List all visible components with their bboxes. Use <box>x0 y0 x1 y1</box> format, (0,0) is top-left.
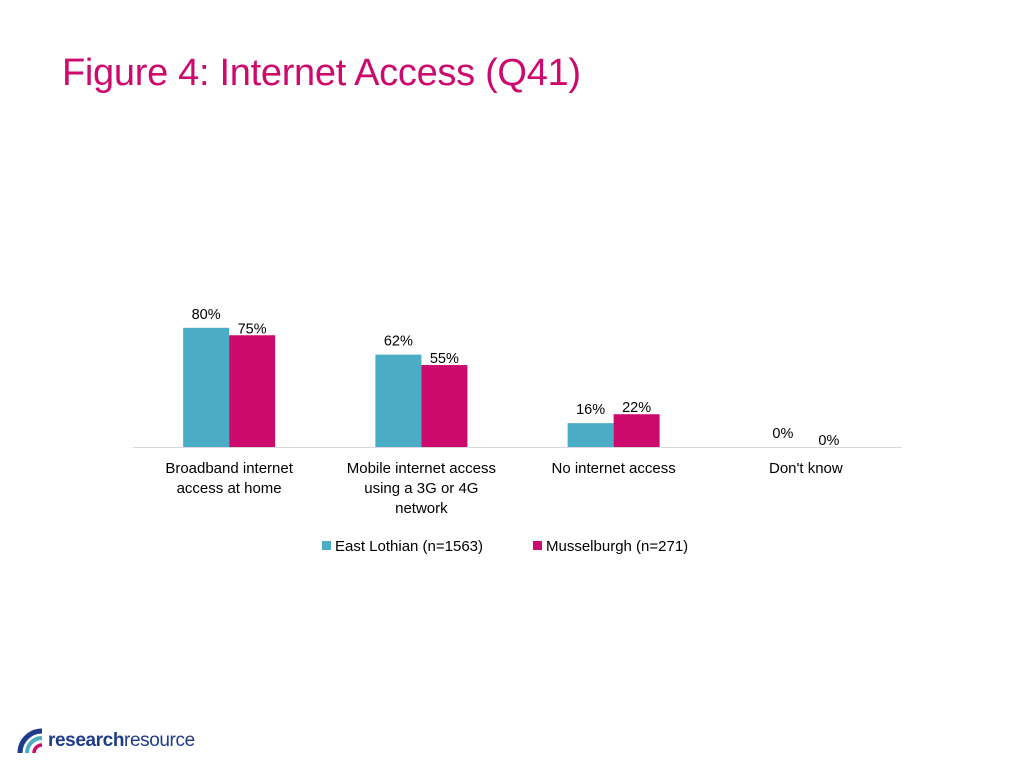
research-resource-logo: researchresource <box>16 722 195 758</box>
page-title: Figure 4: Internet Access (Q41) <box>62 52 581 94</box>
data-label: 0% <box>772 426 793 442</box>
category-label: network <box>395 500 448 517</box>
logo-text-resource: resource <box>124 729 195 751</box>
bar-east-lothian-1 <box>375 354 422 447</box>
data-label: 55% <box>430 351 459 367</box>
category-label: using a 3G or 4G <box>364 480 478 497</box>
bar-musselburgh-0 <box>229 335 276 447</box>
category-label: Broadband internet <box>165 460 293 477</box>
bar-east-lothian-2 <box>567 423 614 447</box>
data-label: 16% <box>576 402 605 418</box>
data-label: 80% <box>192 307 221 323</box>
legend-label-musselburgh: Musselburgh (n=271) <box>546 538 688 555</box>
data-label: 22% <box>622 400 651 416</box>
data-label: 75% <box>238 321 267 337</box>
legend: East Lothian (n=1563) Musselburgh (n=271) <box>322 538 688 555</box>
bar-east-lothian-0 <box>183 327 230 447</box>
data-label: 62% <box>384 334 413 350</box>
bar-musselburgh-2 <box>613 414 660 447</box>
data-labels-layer: 80% 75% 62% 55% 16% 22% 0% 0% <box>192 307 840 449</box>
category-labels-layer: Broadband internet access at home Mobile i… <box>165 460 843 517</box>
logo-text-research: research <box>48 729 125 751</box>
category-label: Mobile internet access <box>347 460 496 477</box>
logo-arcs-icon <box>17 728 43 754</box>
legend-label-east-lothian: East Lothian (n=1563) <box>335 538 483 555</box>
bar-musselburgh-1 <box>421 365 468 447</box>
category-label: Don't know <box>769 460 843 477</box>
logo-wordmark: researchresource <box>48 731 195 750</box>
category-label: access at home <box>177 480 282 497</box>
legend-swatch-musselburgh <box>533 541 542 550</box>
category-label: No internet access <box>552 460 676 477</box>
legend-swatch-east-lothian <box>322 541 331 550</box>
data-label: 0% <box>818 433 839 449</box>
bars-layer <box>183 327 660 447</box>
